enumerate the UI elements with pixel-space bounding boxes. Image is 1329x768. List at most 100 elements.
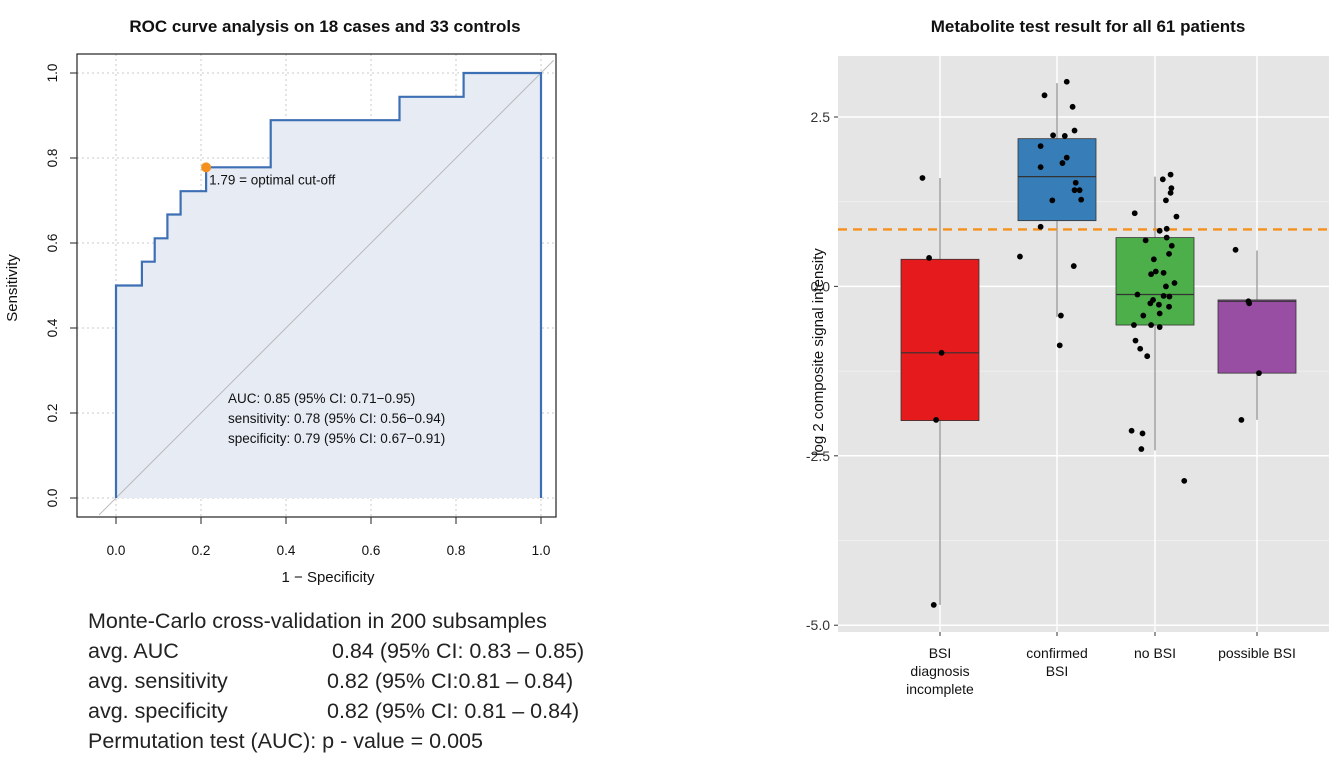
roc-title: ROC curve analysis on 18 cases and 33 co…: [129, 17, 520, 36]
box-point: [1037, 223, 1044, 230]
box-point: [1156, 301, 1162, 308]
box-point: [1071, 187, 1078, 194]
roc-y-tick-label: 0.4: [45, 318, 60, 337]
box-point: [1050, 132, 1056, 139]
box-point: [919, 175, 926, 181]
box-y-axis-label: log 2 composite signal intensity: [810, 248, 827, 456]
box-iqr: [1017, 138, 1097, 222]
roc-plot-frame: [76, 53, 557, 518]
box-iqr: [900, 258, 980, 421]
box-point: [1147, 300, 1154, 307]
cv-label: avg. specificity: [88, 699, 228, 723]
box-point: [1148, 322, 1154, 328]
roc-y-tick-label: 1.0: [45, 64, 60, 83]
box-y-tick-label: -2.5: [806, 448, 830, 464]
roc-x-tick-label: 0.8: [447, 543, 466, 558]
box-point: [938, 349, 945, 356]
box-point: [1163, 283, 1169, 290]
box-y-tick-label: 0.0: [811, 278, 831, 294]
box-x-tick-label: incomplete: [906, 681, 974, 697]
box-point: [1168, 242, 1175, 249]
roc-axes: 0.0 0.0 0.2 0.2 0.4 0.4 0.6 0.6 0.8 0.8 1.0 1.0: [45, 64, 550, 558]
box-point: [1171, 280, 1178, 286]
box-point: [933, 416, 939, 423]
box-iqr: [1217, 299, 1297, 374]
box-point: [930, 601, 937, 608]
box-point: [1166, 303, 1172, 310]
box-point: [1160, 292, 1167, 299]
cv-value: 0.82 (95% CI:0.81 – 0.84): [327, 669, 574, 693]
box-point: [926, 255, 932, 261]
box-point: [1156, 324, 1163, 330]
roc-y-tick-label: 0.6: [45, 234, 60, 253]
box-point: [1131, 210, 1138, 217]
box-points: [919, 78, 1262, 608]
box-chart: Metabolite test result for all 61 patien…: [806, 17, 1329, 697]
box-x-tick-label: BSI: [1046, 663, 1069, 679]
box-point: [1256, 370, 1262, 377]
auc-annotation: AUC: 0.85 (95% CI: 0.71−0.95): [228, 391, 415, 406]
roc-x-tick-label: 0.6: [362, 543, 381, 558]
box-point: [1166, 250, 1172, 257]
box-point: [1163, 225, 1170, 232]
box-point: [1167, 171, 1174, 178]
cv-label: avg. AUC: [88, 639, 179, 663]
box-point: [1063, 78, 1070, 85]
box-point: [1181, 477, 1188, 484]
box-point: [1049, 197, 1056, 204]
box-point: [1232, 246, 1239, 253]
specificity-annotation: specificity: 0.79 (95% CI: 0.67−0.91): [228, 431, 445, 446]
box-point: [1061, 133, 1068, 139]
cv-label: avg. sensitivity: [88, 669, 228, 693]
roc-y-tick-label: 0.8: [45, 149, 60, 168]
box-point: [1238, 416, 1245, 423]
box-point: [1059, 160, 1066, 166]
box-point: [1156, 227, 1163, 234]
roc-x-tick-label: 0.2: [192, 543, 211, 558]
box-point: [1078, 196, 1085, 203]
box-x-tick-label: confirmed: [1026, 645, 1087, 661]
box-boxes: [900, 83, 1297, 605]
box-point: [1070, 263, 1077, 269]
roc-x-tick-label: 0.4: [277, 543, 296, 558]
box-point: [1072, 179, 1079, 186]
box-axes: 2.5 0.0 -2.5 -5.0 BSI diagnosis incomplete conf…: [806, 109, 1296, 697]
box-point: [1167, 189, 1174, 196]
cv-value: 0.84 (95% CI: 0.83 – 0.85): [332, 639, 585, 663]
box-point: [1037, 143, 1044, 150]
cv-value: 0.82 (95% CI: 0.81 – 0.84): [327, 699, 580, 723]
box-point: [1144, 353, 1151, 360]
optimal-cutoff-label: 1.79 = optimal cut-off: [209, 172, 335, 187]
box-point: [1159, 176, 1166, 183]
box-point: [1137, 345, 1144, 352]
optimal-cutoff-point: [201, 162, 212, 173]
roc-y-axis-label: Sensitivity: [4, 254, 21, 322]
box-point: [1017, 253, 1023, 260]
box-point: [1138, 446, 1145, 452]
box-point: [1139, 430, 1146, 437]
box-y-tick-label: 2.5: [811, 109, 831, 125]
box-point: [1063, 154, 1070, 161]
box-x-tick-label: diagnosis: [910, 663, 969, 679]
box-point: [1166, 293, 1173, 300]
roc-y-tick-label: 0.2: [45, 404, 60, 423]
box-point: [1140, 312, 1147, 319]
box-y-tick-label: -5.0: [806, 617, 830, 633]
box-point: [1150, 256, 1157, 263]
box-point: [1041, 92, 1048, 99]
box-point: [1076, 187, 1083, 194]
roc-x-axis-label: 1 − Specificity: [282, 569, 375, 586]
box-point: [1173, 213, 1180, 220]
box-x-tick-label: possible BSI: [1218, 645, 1296, 661]
box-point: [1134, 291, 1141, 298]
box-point: [1160, 269, 1167, 276]
box-x-tick-label: BSI: [929, 645, 952, 661]
box-x-tick-label: no BSI: [1134, 645, 1176, 661]
box-point: [1058, 312, 1064, 319]
box-point: [1132, 337, 1139, 344]
sensitivity-annotation: sensitivity: 0.78 (95% CI: 0.56−0.94): [228, 411, 445, 426]
roc-chance-diagonal: [98, 59, 555, 516]
box-point: [1163, 234, 1170, 241]
box-point: [1168, 185, 1175, 192]
box-point: [1056, 342, 1063, 349]
